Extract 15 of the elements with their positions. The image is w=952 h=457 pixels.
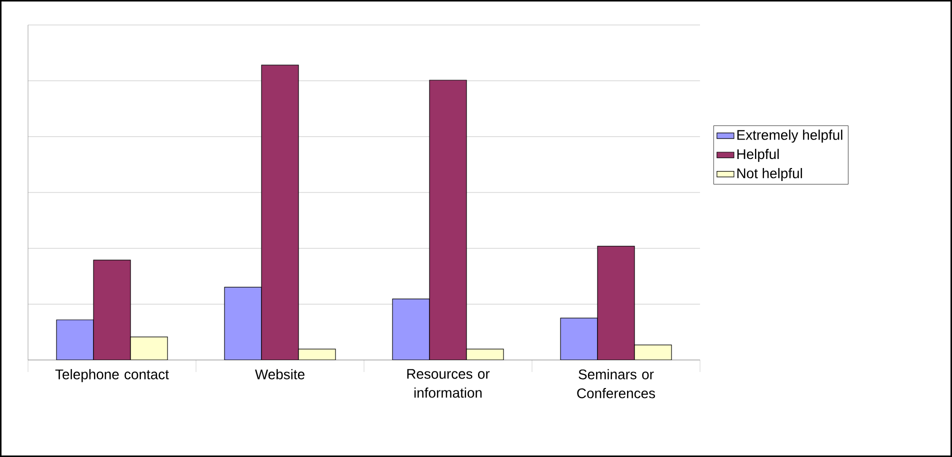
legend-label: Not helpful (737, 168, 802, 182)
legend-label: Extremely helpful (737, 130, 842, 143)
bar (429, 80, 467, 360)
bar (56, 320, 94, 360)
bar (224, 286, 262, 360)
bar (560, 318, 598, 360)
x-tick-label: Resources or information (407, 369, 490, 398)
bar (93, 260, 131, 360)
legend-label: Helpful (737, 148, 779, 162)
bar (597, 246, 635, 360)
bar (392, 298, 430, 360)
bar (261, 64, 299, 360)
x-tick-label: Seminars or Conferences (577, 369, 656, 398)
x-tick-label: Website (255, 369, 304, 380)
x-tick-label: Telephone contact (55, 369, 169, 382)
